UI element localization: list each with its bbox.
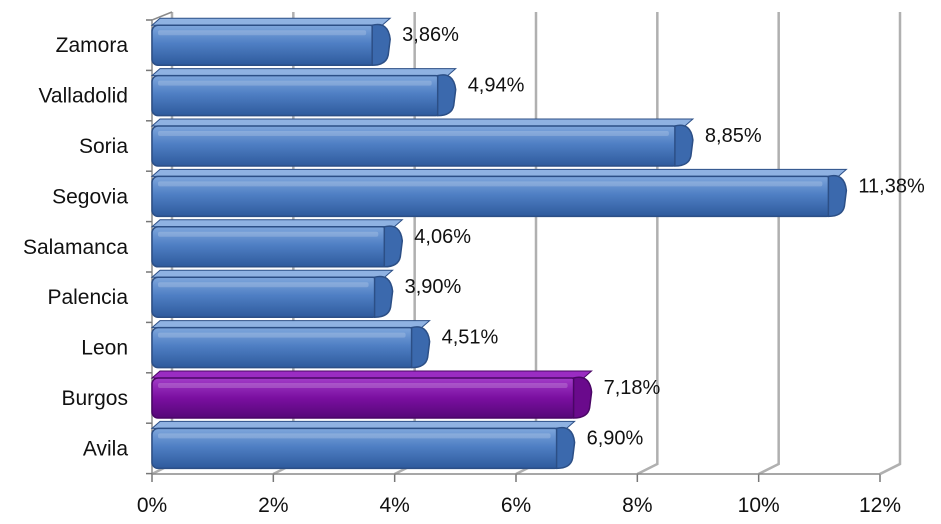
bar-top-face (150, 68, 458, 77)
bar-top-face (150, 269, 394, 278)
floor-edge (879, 462, 901, 476)
value-label: 6,90% (587, 427, 644, 449)
value-label: 7,18% (604, 377, 661, 399)
x-tick-label: 4% (379, 494, 409, 517)
bar-end-cap (827, 174, 848, 218)
bar-top-face (150, 420, 576, 429)
category-label: Burgos (61, 387, 128, 410)
category-label: Soria (79, 135, 128, 158)
bar-shine (158, 332, 406, 338)
gridline (879, 12, 902, 476)
bar-shine (158, 383, 568, 388)
value-label: 11,38% (858, 175, 925, 197)
x-tick-label: 12% (859, 494, 901, 517)
value-label: 4,06% (414, 226, 471, 248)
category-label: Palencia (47, 286, 128, 309)
x-tick-label: 10% (738, 494, 780, 517)
bar-top-face (150, 168, 848, 177)
bar-shine (158, 131, 669, 136)
bar-top-face (150, 320, 431, 329)
bar-end-cap (373, 275, 394, 318)
category-label: Segovia (52, 185, 128, 208)
bar-top-face (150, 118, 695, 127)
category-label: Avila (83, 437, 128, 460)
bar-end-cap (555, 426, 576, 470)
bar-end-cap (410, 326, 431, 369)
bar-end-cap (436, 74, 457, 117)
bar-end-cap (572, 376, 593, 419)
value-label: 4,94% (468, 75, 525, 97)
bar-shine (158, 231, 379, 237)
bar-shine (158, 282, 369, 288)
value-label: 3,86% (402, 24, 459, 46)
bar-top-face (150, 219, 404, 228)
category-label: Leon (81, 337, 128, 360)
bar-end-cap (383, 225, 404, 268)
axes (146, 11, 901, 482)
category-label: Zamora (56, 34, 129, 57)
bar-top-face (150, 17, 392, 26)
gridline (636, 12, 659, 476)
x-tick-label: 8% (622, 494, 652, 517)
bar-top-face (150, 370, 593, 379)
bar-shine (158, 30, 367, 36)
value-label: 4,51% (442, 327, 499, 349)
value-label: 8,85% (705, 125, 762, 147)
labels: 0% 2% 4% 6% 8% 10% 12% Zamora 3,86% Valladolid 4,9… (23, 24, 925, 517)
x-tick-label: 6% (501, 494, 531, 517)
x-tick-label: 0% (137, 494, 167, 517)
bar-shine (158, 181, 823, 187)
value-label: 3,90% (405, 276, 462, 298)
bars (150, 17, 848, 470)
category-label: Salamanca (23, 236, 128, 259)
bar-end-cap (674, 124, 694, 167)
bar-shine (158, 80, 432, 86)
x-tick-label: 2% (258, 494, 288, 517)
gridline (758, 12, 780, 476)
bar-end-cap (371, 23, 391, 66)
category-label: Valladolid (38, 85, 128, 108)
bar-shine (158, 433, 551, 439)
